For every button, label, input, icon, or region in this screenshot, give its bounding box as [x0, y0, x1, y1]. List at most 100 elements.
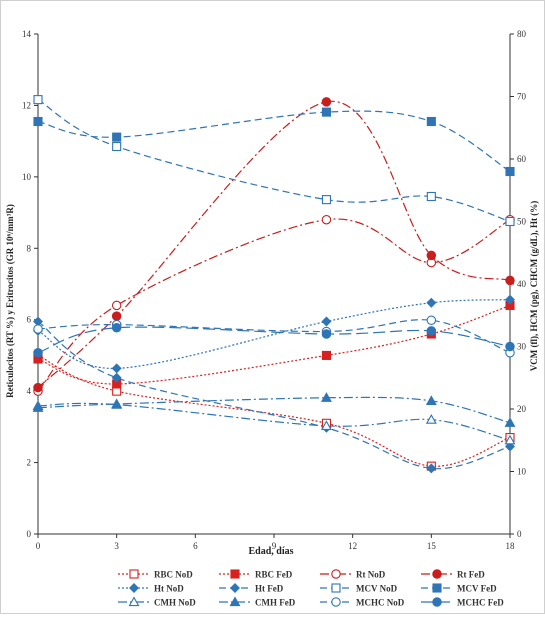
- series-line-rbc-fed: [38, 304, 510, 385]
- x-tick-label: 18: [506, 541, 516, 551]
- data-point-rt-nod: [111, 300, 122, 311]
- y-left-tick-label: 14: [22, 29, 32, 39]
- data-point-cmh-nod: [425, 413, 437, 424]
- data-point-mcv-nod: [426, 191, 436, 202]
- data-point-ht-nod: [111, 363, 122, 374]
- data-point-mchc-fed: [33, 347, 43, 358]
- legend-swatch-marker: [432, 583, 442, 593]
- data-point-cmh-nod: [321, 420, 332, 431]
- data-point-rbc-fed: [321, 350, 331, 360]
- data-point-ht-fed: [111, 372, 122, 383]
- legend-label-rbc-fed: RBC FeD: [255, 570, 293, 580]
- series-line-rbc-nod: [38, 354, 510, 467]
- legend-swatch-marker: [230, 569, 240, 579]
- data-point-mchc-fed: [321, 329, 332, 339]
- series-markers-group: [32, 95, 516, 474]
- y-right-tick-label: 40: [517, 279, 527, 289]
- legend-swatch-marker: [229, 596, 241, 607]
- legend-swatch-marker: [230, 583, 240, 593]
- y-right-tick-label: 30: [517, 342, 527, 352]
- series-line-rt-nod: [38, 218, 510, 392]
- x-tick-label: 3: [114, 541, 119, 551]
- data-point-cmh-fed: [32, 402, 44, 412]
- x-axis-label: Edad, días: [248, 546, 293, 557]
- data-point-mchc-nod: [426, 315, 437, 325]
- data-point-ht-nod: [321, 316, 332, 327]
- legend-label-mcv-fed: MCV FeD: [457, 584, 497, 594]
- legend-label-cmh-nod: CMH NoD: [154, 598, 196, 608]
- y-right-tick-label: 60: [517, 154, 527, 164]
- y-right-tick-label: 70: [517, 92, 527, 102]
- series-line-mchc-nod: [38, 319, 510, 354]
- y-right-tick-label: 50: [517, 217, 527, 227]
- data-point-cmh-fed: [425, 395, 437, 406]
- y-left-tick-label: 8: [27, 243, 32, 253]
- data-point-cmh-fed: [321, 392, 332, 402]
- series-line-cmh-nod: [38, 402, 510, 441]
- data-point-rt-fed: [33, 382, 43, 393]
- data-point-mcv-nod: [33, 95, 43, 105]
- y-right-tick-label: 10: [517, 467, 527, 477]
- legend-label-mchc-fed: MCHC FeD: [457, 598, 504, 608]
- data-point-mcv-nod: [505, 216, 515, 227]
- data-point-mcv-fed: [505, 166, 515, 177]
- series-line-mcv-nod: [38, 99, 510, 223]
- data-point-cmh-nod: [504, 434, 516, 445]
- data-point-mchc-fed: [505, 341, 515, 352]
- y-left-tick-label: 2: [27, 458, 32, 468]
- series-lines-group: [38, 99, 510, 470]
- legend-swatch-marker: [331, 583, 341, 593]
- legend-swatch-marker: [331, 569, 341, 579]
- data-point-rt-fed: [505, 275, 515, 286]
- data-point-rt-nod: [321, 214, 332, 225]
- data-point-mchc-fed: [111, 322, 122, 333]
- data-point-mcv-nod: [321, 195, 331, 205]
- data-point-mcv-fed: [426, 116, 436, 127]
- legend-swatch-marker: [129, 569, 139, 579]
- data-point-cmh-fed: [504, 417, 516, 427]
- legend-swatch-marker: [432, 597, 442, 607]
- legend-label-rbc-nod: RBC NoD: [154, 570, 193, 580]
- data-point-mcv-fed: [33, 116, 43, 127]
- x-tick-label: 0: [36, 541, 41, 551]
- legend-swatch-marker: [128, 596, 140, 607]
- legend-label-mcv-nod: MCV NoD: [356, 584, 398, 594]
- legend-label-rt-fed: Rt FeD: [457, 570, 485, 580]
- y-left-tick-label: 12: [22, 100, 31, 110]
- data-point-ht-fed: [426, 463, 437, 474]
- legend-label-ht-nod: Ht NoD: [154, 584, 184, 594]
- series-line-mcv-fed: [38, 110, 510, 173]
- x-tick-label: 12: [348, 541, 357, 551]
- series-line-cmh-fed: [38, 396, 510, 424]
- data-point-mcv-nod: [112, 141, 122, 152]
- y-left-tick-label: 6: [27, 315, 32, 325]
- legend-swatch-marker: [331, 597, 341, 607]
- y-right-tick-label: 0: [517, 529, 522, 539]
- data-point-rt-fed: [321, 97, 332, 107]
- y-axis-right-label: VCM (fl), HCM (pg), CHCM (g/dL), Ht (%): [529, 201, 539, 371]
- x-tick-label: 9: [272, 541, 277, 551]
- y-left-tick-label: 10: [22, 172, 32, 182]
- y-right-tick-label: 20: [517, 404, 527, 414]
- legend-label-mchc-nod: MCHC NoD: [356, 598, 405, 608]
- legend-label-cmh-fed: CMH FeD: [255, 598, 296, 608]
- data-point-rt-fed: [426, 250, 437, 261]
- data-point-mcv-fed: [112, 132, 122, 142]
- legend-label-rt-nod: Rt NoD: [356, 570, 386, 580]
- data-point-ht-nod: [426, 297, 437, 308]
- data-point-cmh-fed: [111, 398, 123, 409]
- y-axis-left-label: Reticulocitos (RT %) y Eritrocitos (GR 1…: [5, 204, 15, 398]
- data-point-mcv-fed: [321, 107, 331, 117]
- y-left-tick-label: 4: [27, 386, 32, 396]
- legend-swatch-marker: [432, 569, 442, 579]
- legend-label-ht-fed: Ht FeD: [255, 584, 284, 594]
- series-line-mchc-fed: [38, 326, 510, 354]
- legend-swatch-marker: [129, 583, 139, 593]
- y-right-tick-label: 80: [517, 29, 527, 39]
- data-point-mchc-fed: [426, 326, 437, 336]
- x-tick-label: 15: [427, 541, 437, 551]
- series-line-rt-fed: [38, 100, 510, 389]
